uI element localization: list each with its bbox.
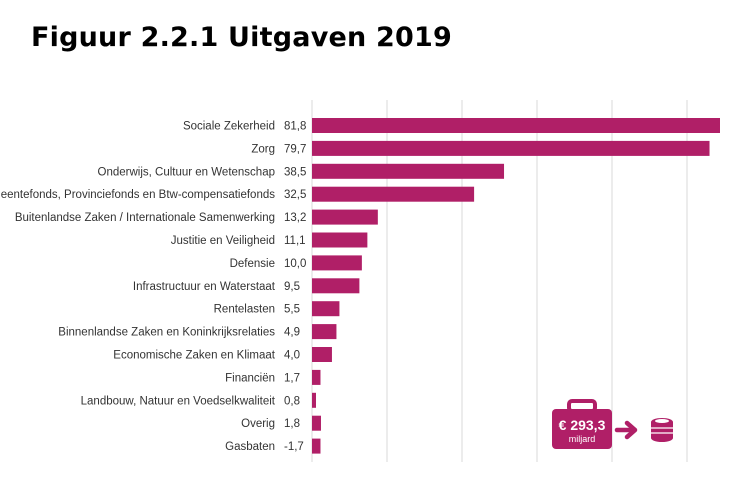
bar — [312, 415, 321, 431]
total-callout: € 293,3 miljard — [552, 399, 673, 449]
category-label: Defensie — [230, 258, 275, 270]
value-label: 38,5 — [284, 166, 306, 178]
category-label: Binnenlandse Zaken en Koninkrijksrelatie… — [58, 327, 275, 339]
category-label: Financiën — [225, 372, 275, 384]
bar — [312, 301, 340, 317]
bar — [312, 186, 475, 202]
page-title: Figuur 2.2.1 Uitgaven 2019 — [31, 22, 452, 53]
bar — [312, 140, 710, 156]
grid-lines — [311, 100, 688, 462]
category-labels: Sociale Zekerheid Zorg Onderwijs, Cultuur … — [0, 121, 276, 454]
arrow-right-icon — [614, 420, 638, 440]
bar — [312, 163, 505, 179]
value-label: 5,5 — [284, 304, 300, 316]
value-labels: 81,8 79,7 38,5 32,5 13,2 11,1 10,0 9,5 5,5 4,9 4,0… — [284, 121, 306, 454]
category-label: Buitenlandse Zaken / Internationale Same… — [15, 212, 275, 224]
coin-stack-icon — [651, 418, 673, 442]
value-label: 4,0 — [284, 350, 300, 362]
category-label: Gasbaten — [225, 441, 275, 453]
value-label: 0,8 — [284, 395, 300, 407]
value-label: 1,8 — [284, 418, 300, 430]
value-label: 81,8 — [284, 121, 306, 133]
total-unit: miljard — [569, 434, 596, 444]
category-label: Rentelasten — [214, 304, 275, 316]
bars — [312, 118, 720, 454]
bar — [312, 324, 337, 340]
value-label: 10,0 — [284, 258, 306, 270]
bar — [312, 278, 360, 294]
value-label: -1,7 — [284, 441, 304, 453]
category-label: Justitie en Veiligheid — [171, 235, 275, 247]
bar — [312, 255, 362, 271]
value-label: 1,7 — [284, 372, 300, 384]
bar — [312, 209, 378, 225]
bar — [312, 438, 321, 454]
category-label: Infrastructuur en Waterstaat — [133, 281, 276, 293]
value-label: 9,5 — [284, 281, 300, 293]
value-label: 79,7 — [284, 143, 306, 155]
briefcase-icon — [552, 399, 612, 449]
category-label: Economische Zaken en Klimaat — [113, 350, 276, 362]
value-label: 4,9 — [284, 327, 300, 339]
bar — [312, 392, 316, 408]
category-label: Zorg — [251, 143, 275, 155]
bar — [312, 118, 720, 133]
category-label: Overig — [241, 418, 275, 430]
bar — [312, 347, 332, 362]
category-label: Gemeentefonds, Provinciefonds en Btw-com… — [0, 189, 275, 201]
value-label: 13,2 — [284, 212, 306, 224]
bar — [312, 369, 321, 385]
category-label: Sociale Zekerheid — [183, 121, 275, 133]
value-label: 11,1 — [284, 235, 306, 247]
category-label: Landbouw, Natuur en Voedselkwaliteit — [81, 395, 276, 407]
total-amount: € 293,3 — [559, 417, 606, 433]
value-label: 32,5 — [284, 189, 306, 201]
bar — [312, 232, 368, 248]
category-label: Onderwijs, Cultuur en Wetenschap — [98, 166, 276, 178]
